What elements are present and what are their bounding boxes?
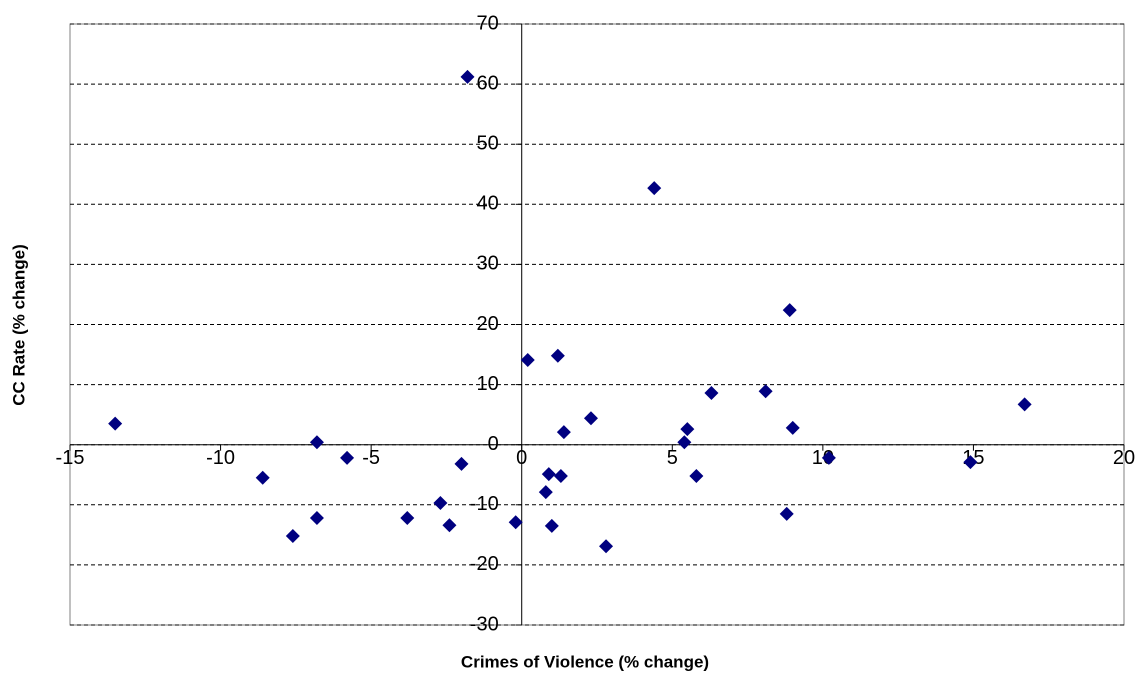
point [309,435,324,450]
y-tick-label: 0 [488,433,499,455]
point [821,450,836,465]
point [340,450,355,465]
point [550,348,565,363]
point [538,485,553,500]
point [583,411,598,426]
point [508,515,523,530]
y-tick-label: 60 [476,72,498,94]
x-tick-label: -5 [362,447,380,469]
y-axis-title: CC Rate (% change) [9,244,28,406]
point [963,455,978,470]
point [433,495,448,510]
y-tick-label: -30 [470,613,499,635]
point [544,518,559,533]
point [785,420,800,435]
point [782,303,797,318]
y-tick-label: 30 [476,253,498,275]
point [647,181,662,196]
x-tick-label: -15 [56,447,85,469]
point [689,468,704,483]
x-axis-title: Crimes of Violence (% change) [461,652,709,671]
x-tick-label: 20 [1113,447,1135,469]
point [454,456,469,471]
y-tick-label: 70 [476,12,498,34]
x-tick-label: -10 [206,447,235,469]
point [556,425,571,440]
y-tick-label: 10 [476,373,498,395]
y-tick-label: 20 [476,313,498,335]
point [599,539,614,554]
point [1017,397,1032,412]
point [255,470,270,485]
x-tick-label: 5 [667,447,678,469]
point [553,468,568,483]
point [704,386,719,401]
point [680,422,695,437]
point [309,511,324,526]
point [285,529,300,544]
point [758,384,773,399]
point [677,435,692,450]
y-tick-label: 50 [476,132,498,154]
point [541,467,556,482]
x-tick-label: 0 [516,447,527,469]
point [442,518,457,533]
y-tick-label: -10 [470,493,499,515]
point [520,352,535,367]
y-tick-label: -20 [470,553,499,575]
point [779,506,794,521]
point [460,69,475,84]
y-tick-label: 40 [476,193,498,215]
point [400,511,415,526]
point [108,416,123,431]
